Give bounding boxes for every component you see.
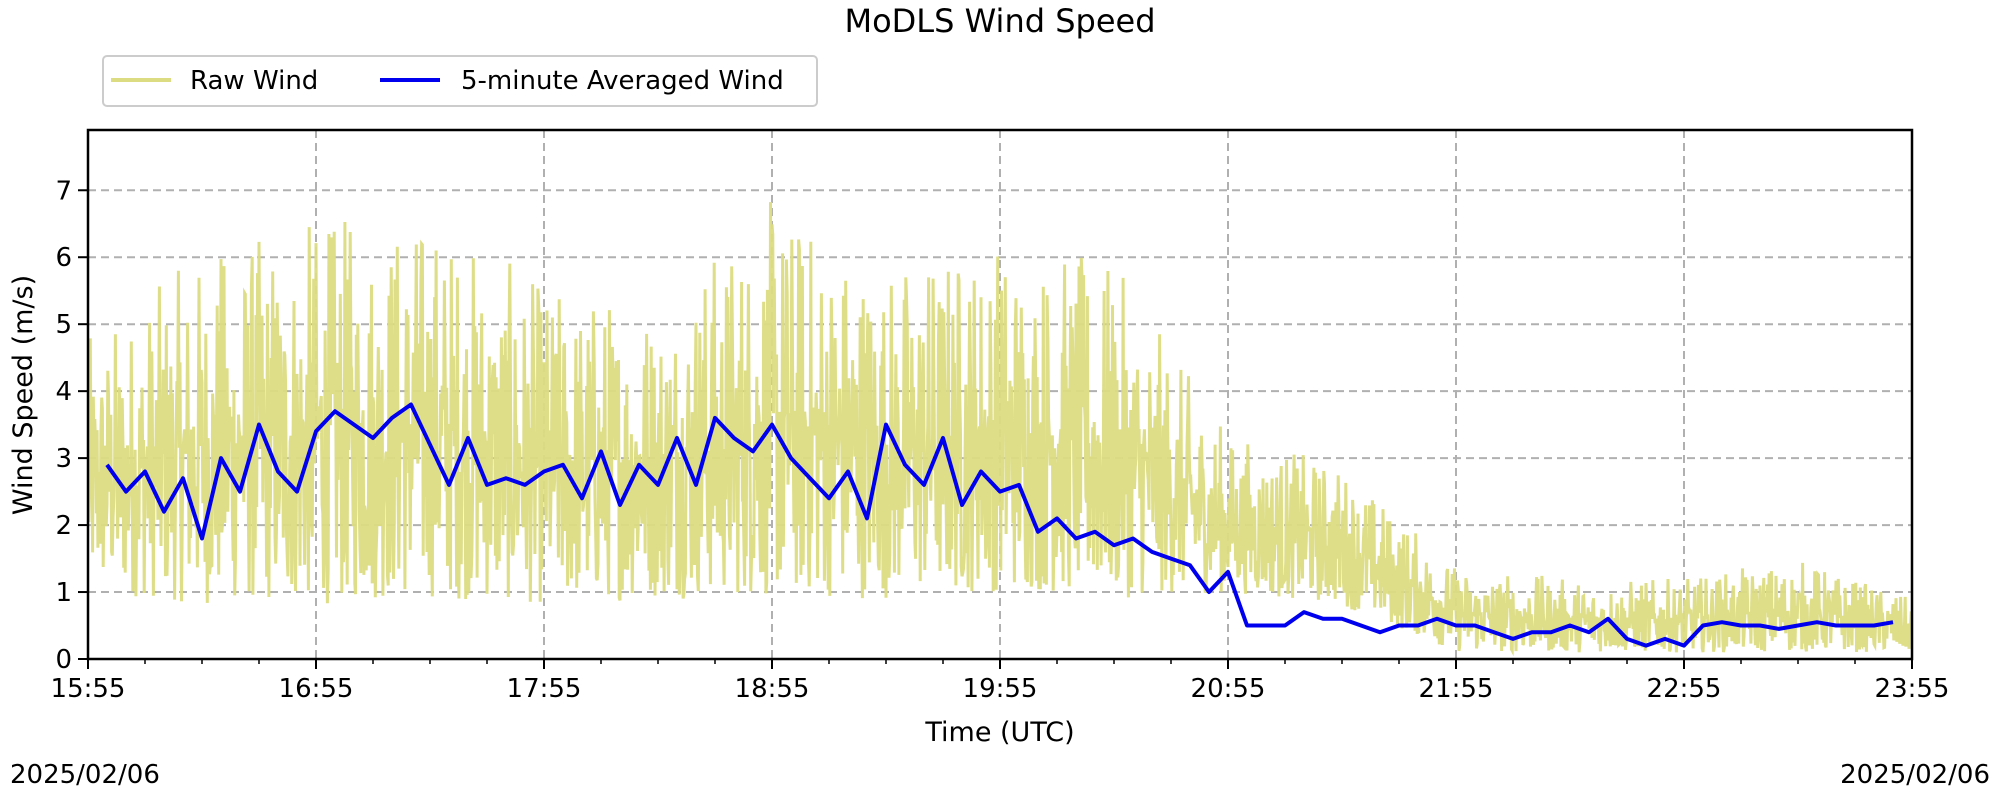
y-tick-label: 0 (55, 645, 72, 675)
legend-averaged-wind-label: 5-minute Averaged Wind (461, 66, 784, 96)
x-axis-label: Time (UTC) (924, 717, 1074, 748)
y-tick-label: 7 (55, 176, 72, 206)
x-tick-label: 18:55 (735, 674, 810, 704)
y-tick-label: 6 (55, 243, 72, 273)
y-tick-label: 1 (55, 578, 72, 608)
averaged-wind-series (105, 402, 1894, 648)
legend-frame (102, 55, 818, 107)
y-axis-label: Wind Speed (m/s) (8, 275, 39, 515)
x-tick-label: 19:55 (963, 674, 1038, 704)
raw-wind-line (88, 202, 1912, 657)
y-tick-label: 5 (55, 310, 72, 340)
y-tick-label: 4 (55, 377, 72, 407)
x-axis: 15:55 16:55 17:55 18:55 19:55 20:55 21:55 22:55… (51, 659, 1950, 704)
start-date-label: 2025/02/06 (10, 760, 160, 790)
y-axis: 0 1 2 3 4 5 6 7 (55, 176, 88, 675)
x-tick-label: 21:55 (1419, 674, 1494, 704)
legend-raw-wind-label: Raw Wind (190, 66, 318, 96)
legend: Raw Wind 5-minute Averaged Wind (102, 55, 818, 107)
y-tick-label: 3 (55, 444, 72, 474)
raw-wind-series (88, 202, 1912, 657)
averaged-wind-line (105, 402, 1894, 648)
x-tick-label: 22:55 (1647, 674, 1722, 704)
x-tick-label: 20:55 (1191, 674, 1266, 704)
y-tick-label: 2 (55, 511, 72, 541)
x-tick-label: 17:55 (507, 674, 582, 704)
chart-title: MoDLS Wind Speed (844, 2, 1155, 40)
x-tick-label: 23:55 (1875, 674, 1950, 704)
x-tick-label: 16:55 (279, 674, 354, 704)
end-date-label: 2025/02/06 (1840, 760, 1990, 790)
x-tick-label: 15:55 (51, 674, 126, 704)
